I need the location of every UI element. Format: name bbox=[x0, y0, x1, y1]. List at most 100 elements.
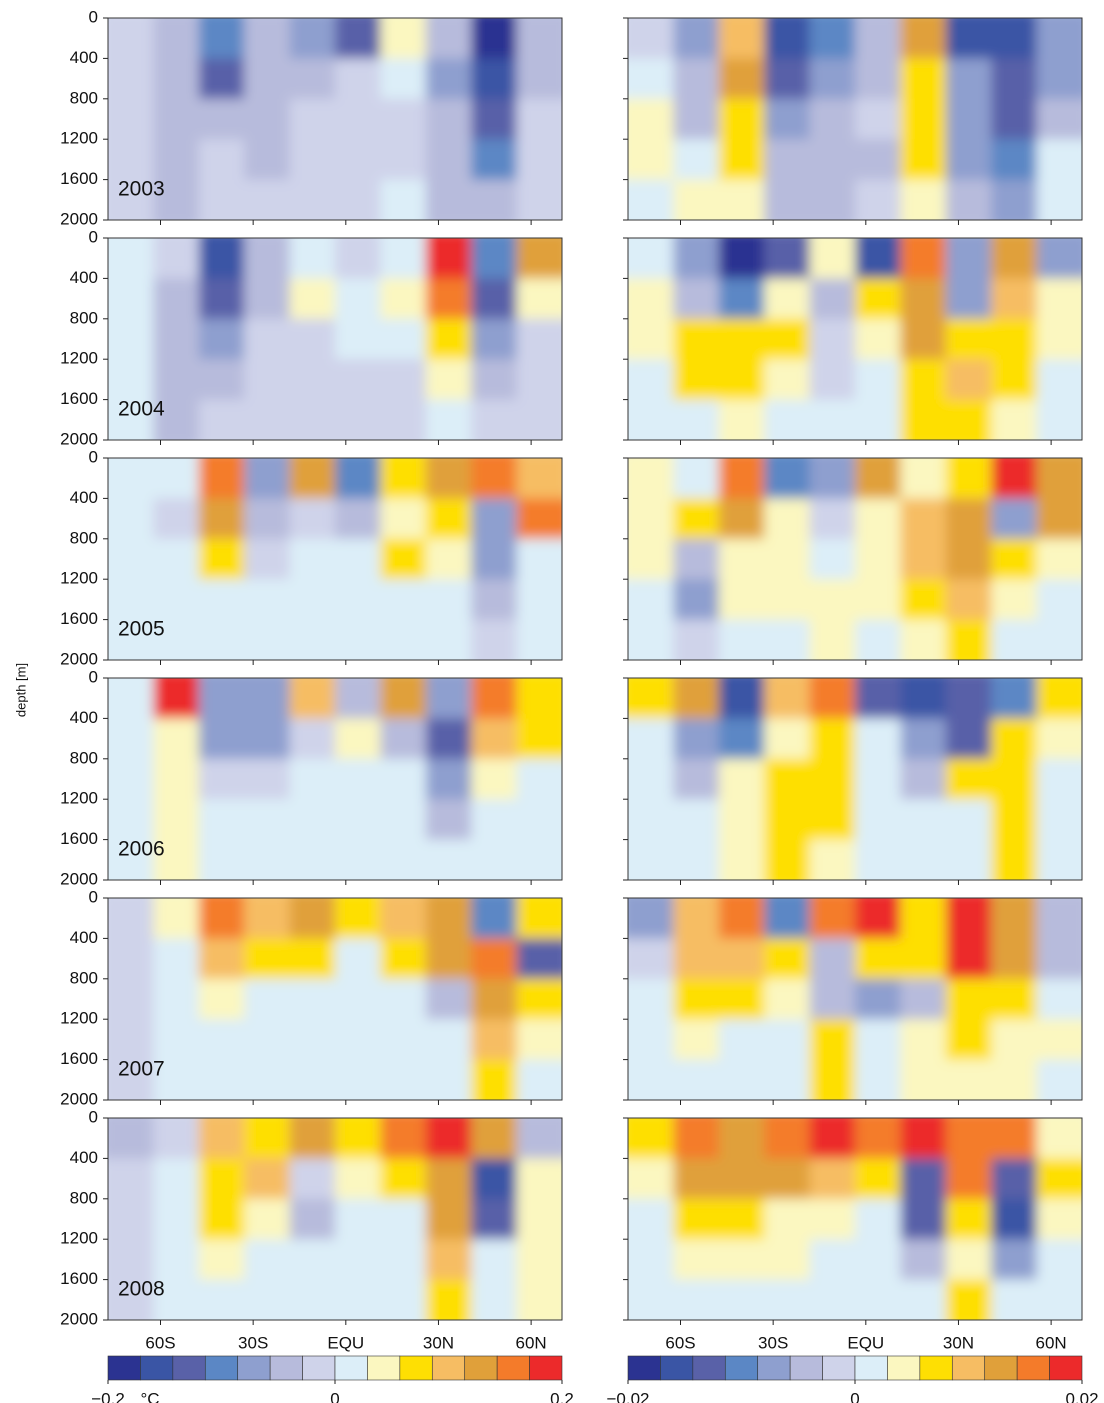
cell bbox=[335, 18, 382, 60]
cell bbox=[991, 359, 1038, 401]
cell bbox=[945, 1239, 993, 1281]
cell bbox=[380, 1118, 427, 1160]
cell bbox=[153, 1158, 200, 1200]
cell bbox=[855, 399, 902, 440]
cell bbox=[425, 799, 473, 841]
cell bbox=[244, 1118, 291, 1160]
cell bbox=[108, 678, 155, 720]
heatmap-cells bbox=[628, 1118, 1082, 1320]
cell bbox=[900, 179, 947, 220]
cell bbox=[991, 498, 1038, 540]
cell bbox=[855, 238, 902, 280]
cell bbox=[244, 799, 291, 841]
heatmap-cells bbox=[108, 238, 562, 440]
cell bbox=[900, 1239, 947, 1281]
cell bbox=[991, 898, 1038, 940]
colorbar-swatch bbox=[204, 1355, 239, 1381]
cell bbox=[380, 758, 427, 801]
cell bbox=[108, 579, 155, 621]
cell bbox=[991, 458, 1038, 500]
cell bbox=[289, 678, 336, 720]
cell bbox=[335, 938, 382, 980]
cell bbox=[516, 238, 562, 280]
cell bbox=[516, 839, 562, 880]
cell bbox=[764, 1239, 811, 1281]
cell bbox=[153, 758, 200, 801]
cell bbox=[718, 1118, 766, 1160]
y-tick-label: 800 bbox=[70, 748, 98, 767]
cell bbox=[471, 1198, 518, 1241]
cell bbox=[198, 58, 246, 100]
cell bbox=[900, 938, 947, 980]
cell bbox=[425, 579, 473, 621]
cell bbox=[198, 839, 246, 880]
cell bbox=[108, 98, 155, 141]
cell bbox=[1036, 18, 1082, 60]
cell bbox=[764, 58, 811, 100]
panel-frame bbox=[107, 677, 563, 881]
cell bbox=[764, 839, 811, 880]
cell bbox=[855, 758, 902, 801]
cell bbox=[425, 58, 473, 100]
cell bbox=[809, 1059, 856, 1100]
cell bbox=[764, 318, 811, 361]
cell bbox=[289, 579, 336, 621]
heatmap bbox=[108, 458, 562, 660]
colorbar-swatch bbox=[1049, 1355, 1083, 1381]
cell bbox=[335, 1279, 382, 1320]
cell bbox=[108, 938, 155, 980]
cell bbox=[380, 1019, 427, 1061]
cell bbox=[516, 458, 562, 500]
cell bbox=[153, 1279, 200, 1320]
cell bbox=[516, 179, 562, 220]
y-tick-label: 0 bbox=[89, 1107, 98, 1126]
cell bbox=[425, 678, 473, 720]
cell bbox=[991, 619, 1038, 660]
cell bbox=[900, 318, 947, 361]
cell bbox=[945, 1158, 993, 1200]
cell bbox=[764, 718, 811, 760]
cell bbox=[1036, 359, 1082, 401]
cell bbox=[244, 318, 291, 361]
cell bbox=[855, 98, 902, 141]
cell bbox=[628, 498, 675, 540]
cell bbox=[380, 98, 427, 141]
cell bbox=[108, 399, 155, 440]
cell bbox=[335, 839, 382, 880]
cell bbox=[198, 278, 246, 320]
cell bbox=[764, 619, 811, 660]
cell bbox=[945, 619, 993, 660]
cell bbox=[718, 1019, 766, 1061]
cell bbox=[108, 1019, 155, 1061]
cell bbox=[1036, 1198, 1082, 1241]
cell bbox=[673, 758, 720, 801]
cell bbox=[471, 1239, 518, 1281]
cell bbox=[900, 399, 947, 440]
colorbar-swatch bbox=[269, 1355, 303, 1381]
cell bbox=[471, 1279, 518, 1320]
cell bbox=[289, 399, 336, 440]
cell bbox=[289, 619, 336, 660]
cell bbox=[335, 458, 382, 500]
x-tick-label: 60S bbox=[145, 1333, 175, 1352]
cell bbox=[289, 359, 336, 401]
cell bbox=[380, 799, 427, 841]
cell bbox=[153, 278, 200, 320]
cell bbox=[380, 938, 427, 980]
cell bbox=[289, 1118, 336, 1160]
cell bbox=[900, 1118, 947, 1160]
cell bbox=[108, 238, 155, 280]
cell bbox=[108, 1118, 155, 1160]
cell bbox=[425, 619, 473, 660]
cell bbox=[471, 978, 518, 1021]
colorbar-swatch bbox=[692, 1355, 726, 1381]
cell bbox=[1036, 458, 1082, 500]
cell bbox=[198, 579, 246, 621]
colorbar-swatch bbox=[854, 1355, 888, 1381]
colorbar-unit: °C bbox=[140, 1389, 159, 1403]
cell bbox=[153, 898, 200, 940]
cell bbox=[289, 938, 336, 980]
y-tick-label: 0 bbox=[89, 447, 98, 466]
cell bbox=[991, 318, 1038, 361]
